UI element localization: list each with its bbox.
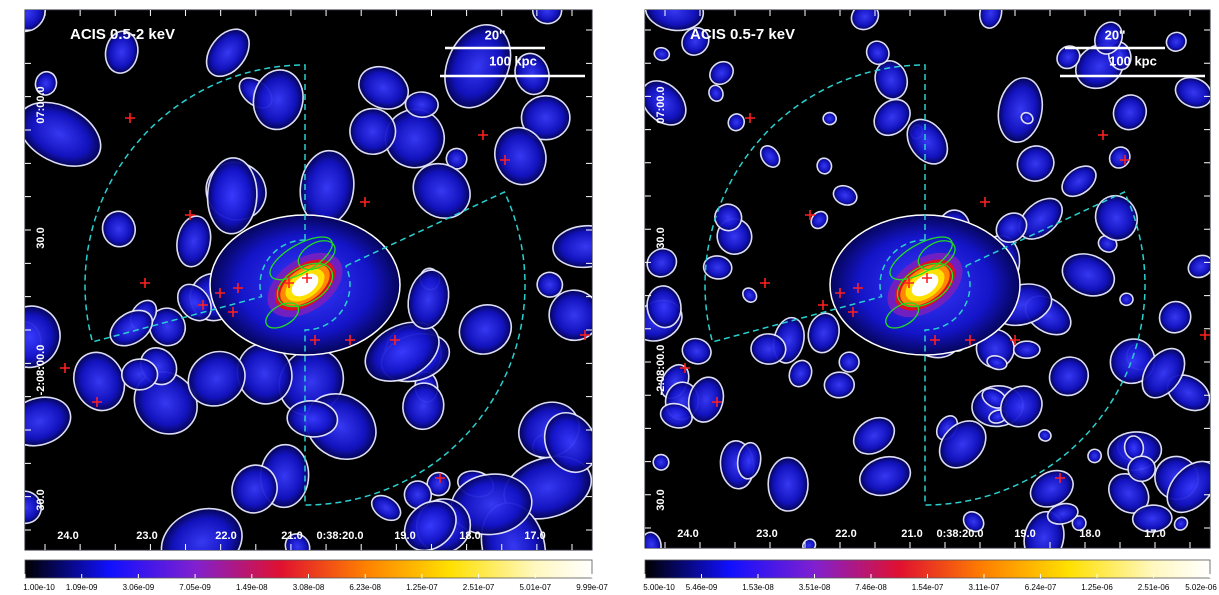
dec-label: 30.0 <box>35 227 47 248</box>
colorbar-label: 1.09e-09 <box>66 583 98 592</box>
ra-label: 18.0 <box>1079 528 1100 540</box>
emission-blob <box>121 359 157 390</box>
colorbar-label: 9.99e-07 <box>576 583 608 592</box>
panel: ACIS 0.5-2 keV 20'' 100 kpc 24.0 23.0 22.0 21.… <box>0 0 619 595</box>
emission-blob <box>768 457 808 511</box>
dec-label: -2:08:00.0 <box>655 345 667 396</box>
colorbar-label: 1.54e-07 <box>912 583 944 592</box>
colorbar-label: 5.46e-09 <box>686 583 718 592</box>
emission-blob <box>1014 341 1040 358</box>
colorbar-label: 5.00e-10 <box>643 583 675 592</box>
scale-label: 20'' <box>485 27 506 42</box>
colorbar-label: 2.51e-07 <box>463 583 495 592</box>
ra-label: 21.0 <box>901 528 922 540</box>
dec-label: 30.0 <box>655 489 667 510</box>
dec-label: 07:00.0 <box>35 86 47 123</box>
scale-label: 20'' <box>1105 27 1126 42</box>
colorbar-label: 1.49e-08 <box>236 583 268 592</box>
dec-label: -2:08:00.0 <box>35 345 47 396</box>
ra-label: 21.0 <box>281 530 302 542</box>
panel: ACIS 0.5-7 keV 20'' 100 kpc 24.0 23.0 22.0 21.… <box>628 0 1219 592</box>
ra-label: 22.0 <box>215 530 236 542</box>
ra-label: 17.0 <box>1144 528 1165 540</box>
figure: ACIS 0.5-2 keV 20'' 100 kpc 24.0 23.0 22.0 21.… <box>0 0 1219 595</box>
colorbar-label: 6.23e-08 <box>349 583 381 592</box>
colorbar-label: 5.02e-06 <box>1185 583 1217 592</box>
ra-label: 0:38:20.0 <box>936 528 983 540</box>
ra-label: 22.0 <box>835 528 856 540</box>
emission-blob <box>405 91 439 118</box>
colorbar-label: 6.24e-07 <box>1025 583 1057 592</box>
colorbar-label: 5.01e-07 <box>520 583 552 592</box>
band-label: ACIS 0.5-7 keV <box>690 26 795 43</box>
emission-blob <box>824 372 855 399</box>
colorbar-label: 3.51e-08 <box>799 583 831 592</box>
ra-label: 24.0 <box>677 528 698 540</box>
colorbar-label: 3.06e-09 <box>123 583 155 592</box>
colorbar-label: 3.08e-08 <box>293 583 325 592</box>
ra-label: 19.0 <box>394 530 415 542</box>
ra-label: 19.0 <box>1014 528 1035 540</box>
colorbar-label: 1.00e-10 <box>23 583 55 592</box>
ra-label: 18.0 <box>459 530 480 542</box>
ra-label: 23.0 <box>756 528 777 540</box>
dec-label: 07:00.0 <box>655 86 667 123</box>
scale-label: 100 kpc <box>1109 53 1157 68</box>
colorbar-label: 2.51e-06 <box>1138 583 1170 592</box>
colorbar-label: 7.05e-09 <box>179 583 211 592</box>
scale-label: 100 kpc <box>489 53 537 68</box>
emission-blob <box>823 112 836 124</box>
dec-label: 30.0 <box>35 489 47 510</box>
band-label: ACIS 0.5-2 keV <box>70 26 175 43</box>
ra-label: 0:38:20.0 <box>316 530 363 542</box>
colorbar-label: 1.53e-08 <box>742 583 774 592</box>
colorbar-label: 1.25e-06 <box>1081 583 1113 592</box>
emission-blob <box>1119 292 1133 306</box>
colorbar-label: 1.25e-07 <box>406 583 438 592</box>
ra-label: 17.0 <box>524 530 545 542</box>
colorbar-label: 3.11e-07 <box>969 583 1001 592</box>
colorbar-label: 7.46e-08 <box>855 583 887 592</box>
dec-label: 30.0 <box>655 227 667 248</box>
ra-label: 23.0 <box>136 530 157 542</box>
ra-label: 24.0 <box>57 530 78 542</box>
